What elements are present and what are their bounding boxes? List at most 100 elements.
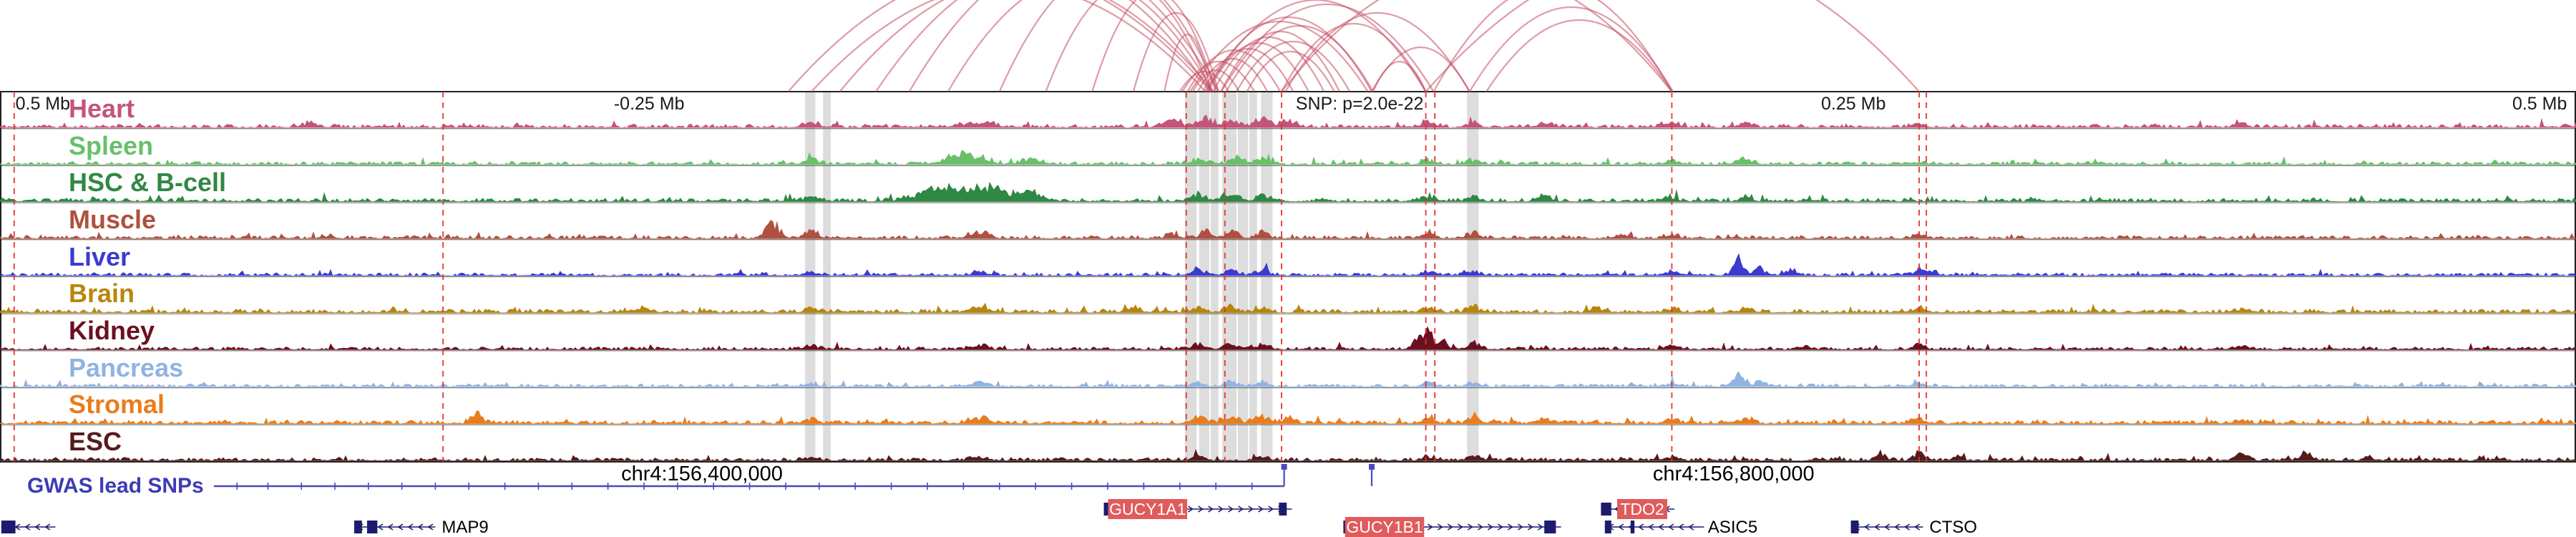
strand-arrow-icon: [1228, 505, 1234, 513]
gene-highlight-box-gucy1b1: [1345, 517, 1425, 537]
track-label-stromal: Stromal: [69, 390, 165, 420]
strand-arrow-icon: [1884, 523, 1890, 531]
track-label-liver: Liver: [69, 241, 131, 271]
strand-arrow-icon: [1477, 523, 1483, 531]
interaction-arc: [1207, 42, 1309, 92]
strand-arrow-icon: [397, 523, 404, 531]
gene-exon: [1279, 503, 1287, 516]
axis-label: SNP: p=2.0e-22: [1295, 94, 1424, 114]
gwas-track-label: GWAS lead SNPs: [27, 474, 204, 498]
interaction-arc: [1132, 12, 1219, 92]
interaction-arc: [998, 0, 1219, 92]
signal-liver: [0, 253, 2576, 276]
gene-label-gucy1b1: GUCY1B1: [1346, 518, 1423, 536]
strand-arrow-icon: [1648, 523, 1654, 531]
interaction-arc: [787, 0, 1211, 92]
strand-arrow-icon: [44, 523, 51, 531]
signal-spleen: [0, 150, 2576, 165]
interaction-arc: [1235, 41, 1351, 92]
strand-arrow-icon: [1894, 523, 1901, 531]
interaction-arc: [839, 0, 1214, 92]
strand-arrow-icon: [24, 523, 31, 531]
strand-arrow-icon: [1427, 523, 1433, 531]
gene-label-asic5: ASIC5: [1708, 518, 1757, 537]
strand-arrow-icon: [407, 523, 414, 531]
strand-arrow-icon: [1198, 505, 1204, 513]
strand-arrow-icon: [1457, 523, 1463, 531]
strand-arrow-icon: [1668, 523, 1674, 531]
signal-esc: [0, 448, 2576, 461]
interaction-arc: [1091, 0, 1217, 92]
gene-highlight-box-tdo2: [1617, 499, 1667, 519]
interaction-arc: [1246, 51, 1335, 92]
strand-arrow-icon: [1487, 523, 1493, 531]
axis-label: 0.5 Mb: [15, 94, 71, 114]
interaction-arc: [1196, 57, 1269, 92]
strand-arrow-icon: [1864, 523, 1870, 531]
interaction-arc: [908, 0, 1219, 92]
strand-arrow-icon: [1268, 505, 1274, 513]
signal-hsc-b-cell: [0, 181, 2576, 203]
gene-exon: [1630, 521, 1635, 533]
interaction-arc: [1204, 0, 1427, 92]
strand-arrow-icon: [1238, 505, 1244, 513]
gene-exon: [1850, 521, 1859, 533]
interaction-arc: [1485, 19, 1673, 92]
lead-snp-marker: [1281, 464, 1287, 470]
track-label-pancreas: Pancreas: [69, 352, 184, 382]
signal-heart: [0, 115, 2576, 128]
strand-arrow-icon: [1618, 523, 1624, 531]
strand-arrow-icon: [1467, 523, 1473, 531]
strand-arrow-icon: [1258, 505, 1264, 513]
signal-muscle: [0, 220, 2576, 239]
interaction-arc: [1425, 0, 1920, 92]
interaction-arc: [1284, 12, 1470, 92]
gene-exon: [367, 521, 378, 533]
strand-arrow-icon: [14, 523, 21, 531]
interaction-arc: [1468, 6, 1674, 92]
strand-arrow-icon: [1188, 505, 1194, 513]
track-label-hsc-b-cell: HSC & B-cell: [69, 168, 227, 198]
gene-exon: [1, 521, 16, 533]
strand-arrow-icon: [1914, 523, 1921, 531]
track-label-brain: Brain: [69, 279, 135, 309]
signal-brain: [0, 302, 2576, 314]
interaction-arc: [1433, 0, 1673, 92]
strand-arrow-icon: [377, 523, 384, 531]
strand-arrow-icon: [1507, 523, 1513, 531]
signal-pancreas: [0, 371, 2576, 387]
interaction-arc: [1280, 23, 1427, 92]
strand-arrow-icon: [1497, 523, 1503, 531]
track-label-kidney: Kidney: [69, 316, 155, 346]
signal-stromal: [0, 410, 2576, 425]
strand-arrow-icon: [1904, 523, 1911, 531]
axis-label: -0.25 Mb: [613, 94, 685, 114]
track-label-heart: Heart: [69, 93, 135, 123]
strand-arrow-icon: [427, 523, 434, 531]
gene-label-tdo2: TDO2: [1620, 500, 1664, 518]
strand-arrow-icon: [1688, 523, 1694, 531]
panel-border: [0, 91, 2576, 463]
interaction-arc: [947, 0, 1214, 92]
strand-arrow-icon: [1874, 523, 1880, 531]
strand-arrow-icon: [1537, 523, 1543, 531]
track-label-esc: ESC: [69, 427, 122, 457]
signal-kidney: [0, 326, 2576, 350]
gene-exon: [1103, 503, 1109, 516]
strand-arrow-icon: [1678, 523, 1684, 531]
track-label-spleen: Spleen: [69, 130, 154, 160]
gene-exon: [1601, 503, 1611, 516]
track-label-muscle: Muscle: [69, 204, 157, 234]
interaction-arc: [1220, 3, 1435, 92]
strand-arrow-icon: [34, 523, 41, 531]
strand-arrow-icon: [1447, 523, 1453, 531]
strand-arrow-icon: [1248, 505, 1254, 513]
strand-arrow-icon: [1218, 505, 1224, 513]
strand-arrow-icon: [1658, 523, 1664, 531]
interaction-arc: [1045, 0, 1212, 92]
interaction-arc: [811, 0, 1206, 92]
gene-label-ctso: CTSO: [1929, 518, 1977, 537]
strand-arrow-icon: [387, 523, 394, 531]
